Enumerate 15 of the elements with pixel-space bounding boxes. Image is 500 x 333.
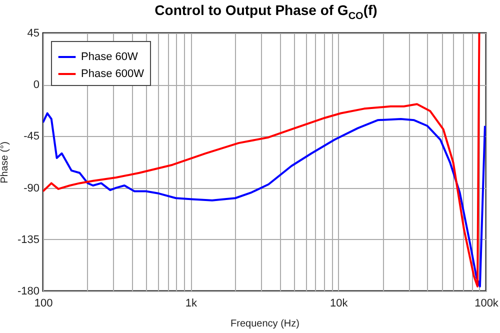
y-axis-title: Phase (°) — [0, 142, 10, 184]
y-tick-label: -45 — [24, 130, 40, 143]
x-axis-title: Frequency (Hz) — [230, 318, 300, 330]
y-tick-label: -135 — [17, 234, 40, 246]
x-tick-label: 100 — [34, 298, 53, 310]
legend-label: Phase 60W — [81, 51, 138, 63]
chart-title: Control to Output Phase of G$_{CO}$(f) — [154, 2, 378, 22]
y-tick-label: 45 — [27, 28, 40, 40]
y-tick-label: 0 — [33, 79, 40, 92]
x-tick-label: 10k — [330, 298, 348, 310]
legend-label: Phase 600W — [81, 68, 145, 80]
y-tick-label: -90 — [24, 182, 40, 194]
x-tick-label: 1k — [185, 298, 198, 310]
y-tick-label: -180 — [17, 286, 40, 298]
x-tick-label: 100k — [474, 298, 499, 310]
